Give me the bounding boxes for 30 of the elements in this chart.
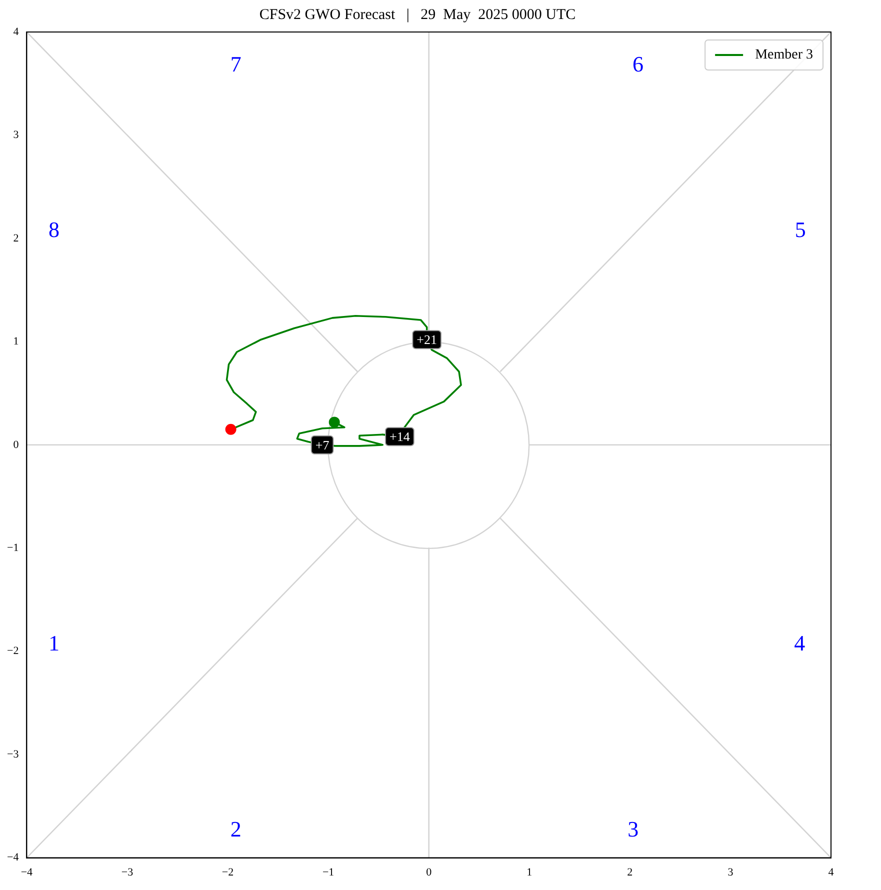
point <box>225 424 236 435</box>
y-tick-label: 0 <box>13 438 20 451</box>
x-tick-label: −1 <box>322 866 334 878</box>
chart-title: CFSv2 GWO Forecast | 29 May 2025 0000 UTC <box>259 6 576 23</box>
annotation: 4 <box>794 630 806 656</box>
x-tick-label: −3 <box>121 866 134 878</box>
annotation: 3 <box>628 816 639 842</box>
y-tick-label: −4 <box>6 852 20 864</box>
x-tick-label: 3 <box>728 866 734 878</box>
y-tick-label: 3 <box>13 129 20 142</box>
annotation: 2 <box>230 816 242 842</box>
annotation: 1 <box>48 630 60 656</box>
x-tick-label: 4 <box>828 866 834 878</box>
y-tick-label: 1 <box>13 336 19 348</box>
annotation: 6 <box>632 52 644 77</box>
point <box>328 416 340 428</box>
x-tick-label: 2 <box>627 866 633 878</box>
y-tick-label: −1 <box>6 542 19 554</box>
annotation: 7 <box>230 52 242 77</box>
y-tick-label: −2 <box>6 645 19 658</box>
annotation: +7 <box>315 437 330 452</box>
y-tick-label: 2 <box>13 232 19 244</box>
y-tick-label: −3 <box>6 748 20 760</box>
y-tick-label: 4 <box>13 26 20 38</box>
x-tick-label: 1 <box>526 866 532 878</box>
annotation: 5 <box>794 216 806 242</box>
x-tick-label: 0 <box>426 866 432 878</box>
x-tick-label: −2 <box>222 866 234 878</box>
legend-label: Member 3 <box>755 48 814 63</box>
annotation: 8 <box>48 216 60 242</box>
